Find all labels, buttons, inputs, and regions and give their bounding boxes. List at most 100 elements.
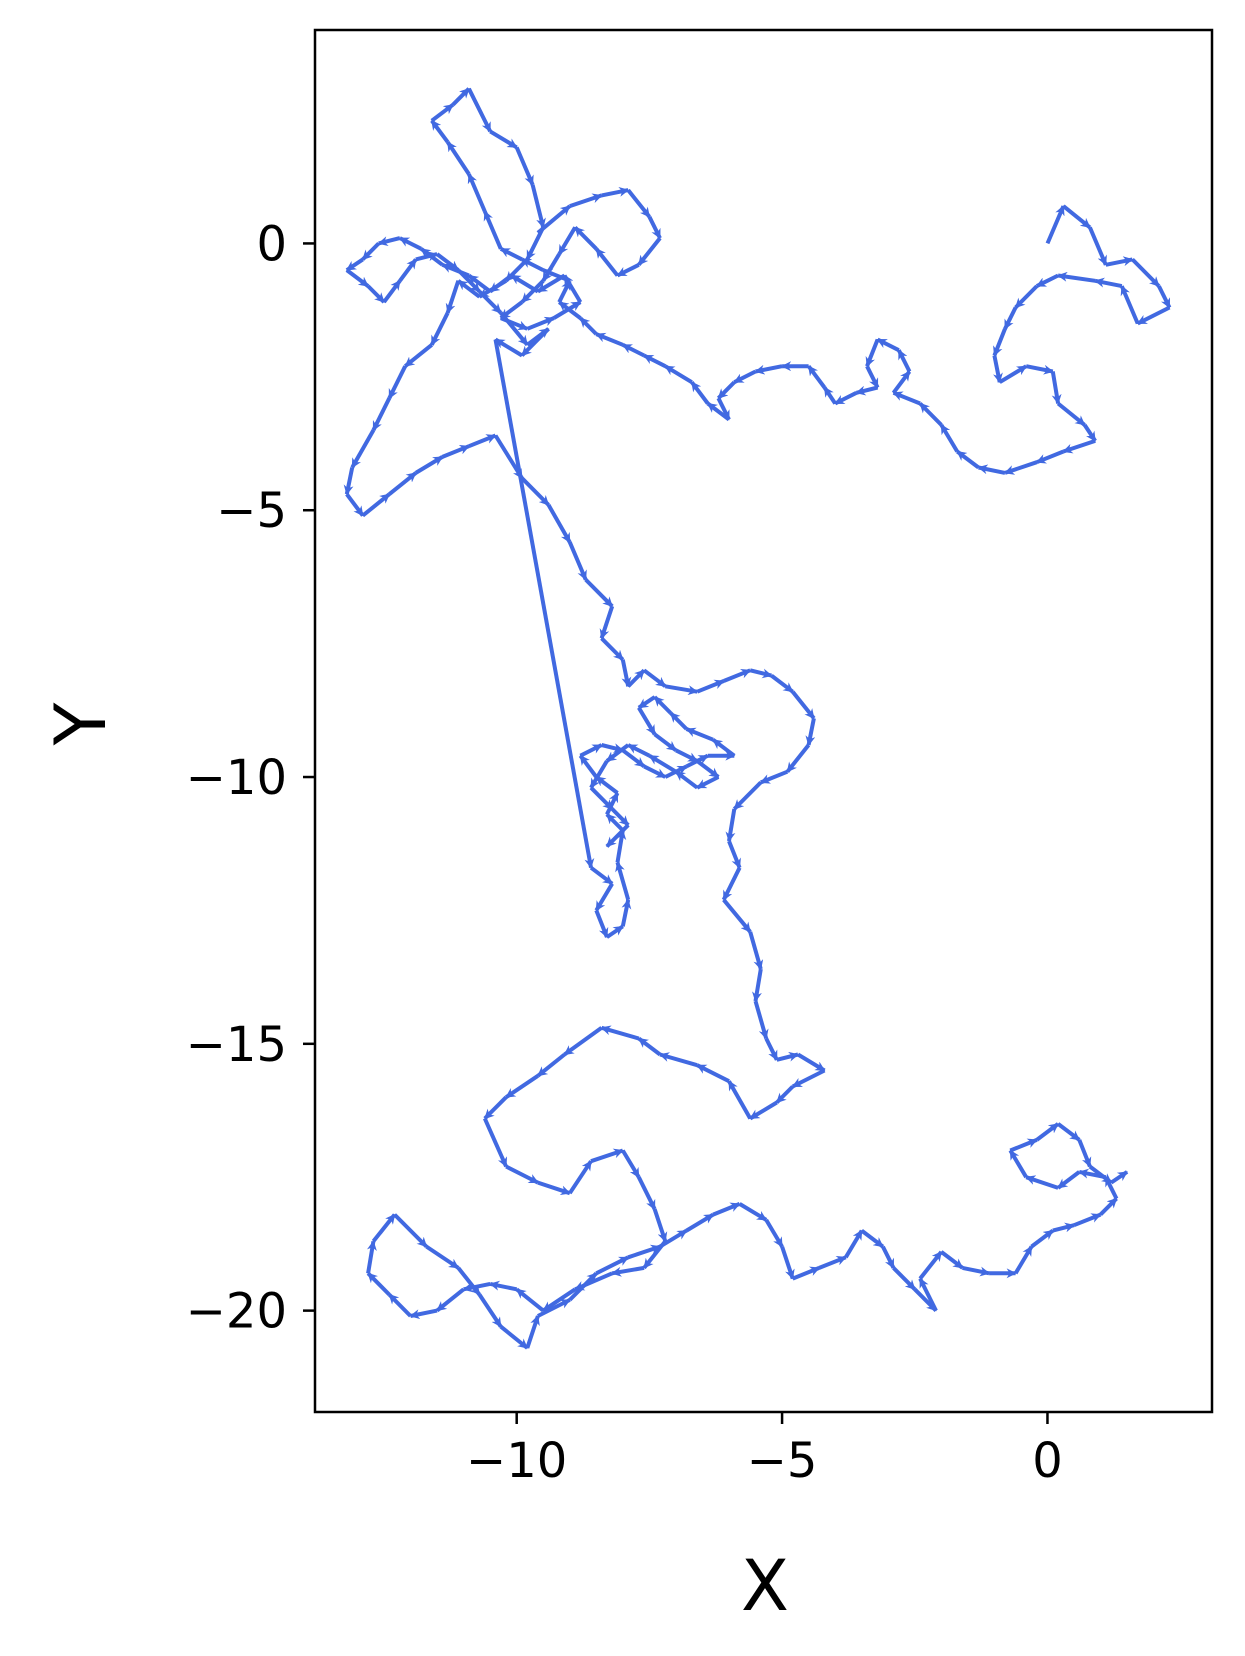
arrow-0-148 bbox=[499, 1325, 529, 1350]
arrow-1-63 bbox=[637, 706, 657, 736]
arrow-0-16 bbox=[1025, 364, 1054, 375]
arrow-0-155 bbox=[685, 1212, 715, 1233]
arrow-0-17 bbox=[1050, 371, 1062, 405]
arrow-0-169 bbox=[940, 1250, 964, 1270]
arrow-0-71 bbox=[387, 365, 407, 400]
arrow-0-59 bbox=[451, 87, 471, 107]
arrow-0-138 bbox=[435, 1287, 465, 1313]
arrow-0-147 bbox=[477, 1293, 503, 1328]
arrow-0-110 bbox=[796, 1052, 826, 1073]
arrow-0-87 bbox=[600, 636, 625, 662]
arrow-0-44 bbox=[664, 364, 693, 384]
arrow-1-47 bbox=[605, 812, 625, 832]
arrow-1-1 bbox=[569, 193, 603, 208]
arrow-0-167 bbox=[918, 1277, 938, 1312]
arrow-0-132 bbox=[611, 1265, 645, 1277]
arrow-1-15 bbox=[552, 300, 582, 320]
arrow-1-19 bbox=[488, 273, 513, 294]
arrow-0-30 bbox=[876, 337, 900, 352]
arrow-0-11 bbox=[1014, 284, 1039, 309]
arrow-1-59 bbox=[685, 727, 714, 742]
arrow-1-2 bbox=[601, 186, 630, 198]
arrow-0-88 bbox=[620, 659, 632, 688]
arrow-0-75 bbox=[345, 493, 365, 517]
arrow-0-56 bbox=[446, 140, 471, 176]
arrow-0-164 bbox=[881, 1245, 896, 1269]
arrow-1-53 bbox=[621, 748, 646, 768]
arrow-0-118 bbox=[600, 1025, 640, 1041]
arrow-0-77 bbox=[388, 471, 418, 496]
arrow-1-27 bbox=[345, 268, 370, 288]
arrow-1-9 bbox=[557, 226, 577, 256]
arrow-0-38 bbox=[754, 364, 783, 375]
arrow-0-55 bbox=[467, 173, 487, 213]
arrow-0-128 bbox=[621, 1149, 641, 1179]
plot-frame bbox=[313, 28, 1214, 1414]
arrow-0-36 bbox=[806, 365, 827, 389]
arrow-0-145 bbox=[425, 1244, 460, 1270]
arrow-0-174 bbox=[1052, 1222, 1075, 1233]
arrow-1-51 bbox=[579, 743, 603, 758]
arrow-0-144 bbox=[393, 1213, 428, 1249]
arrow-0-143 bbox=[371, 1213, 397, 1243]
y-tick-label: −5 bbox=[216, 483, 287, 539]
arrow-0-73 bbox=[350, 429, 376, 469]
arrow-0-106 bbox=[752, 968, 763, 1003]
arrow-0-119 bbox=[563, 1026, 603, 1057]
arrow-0-170 bbox=[962, 1265, 991, 1277]
arrow-0-53 bbox=[499, 247, 523, 262]
arrow-0-18 bbox=[1056, 401, 1086, 427]
arrow-0-156 bbox=[712, 1202, 741, 1217]
arrow-0-104 bbox=[722, 898, 752, 934]
arrow-1-8 bbox=[573, 225, 598, 251]
arrow-0-151 bbox=[568, 1271, 598, 1302]
arrow-1-33 bbox=[456, 268, 481, 293]
arrow-0-142 bbox=[366, 1240, 377, 1274]
arrow-0-185 bbox=[1077, 1139, 1092, 1168]
arrow-0-127 bbox=[590, 1148, 624, 1164]
arrow-1-32 bbox=[435, 252, 460, 272]
arrow-1-43 bbox=[605, 924, 624, 939]
arrow-0-126 bbox=[568, 1160, 593, 1195]
arrow-0-69 bbox=[430, 311, 450, 346]
arrow-0-165 bbox=[892, 1266, 917, 1291]
arrow-1-74 bbox=[610, 807, 630, 827]
arrow-1-69 bbox=[648, 753, 677, 774]
arrow-0-150 bbox=[536, 1298, 571, 1318]
arrow-0-60 bbox=[467, 87, 492, 133]
arrow-0-100 bbox=[732, 780, 763, 811]
arrow-0-91 bbox=[664, 684, 699, 696]
arrow-0-14 bbox=[992, 355, 1003, 384]
arrow-0-1 bbox=[1062, 204, 1092, 229]
arrow-0-5 bbox=[1157, 285, 1172, 309]
arrow-0-42 bbox=[706, 401, 731, 422]
arrow-0-108 bbox=[764, 1037, 779, 1061]
arrow-0-120 bbox=[536, 1052, 566, 1078]
arrow-0-114 bbox=[727, 1080, 752, 1120]
arrow-0-76 bbox=[361, 492, 391, 518]
arrow-0-29 bbox=[897, 349, 912, 373]
arrow-0-140 bbox=[387, 1293, 412, 1318]
arrow-0-80 bbox=[468, 433, 497, 449]
arrow-1-73 bbox=[589, 786, 614, 811]
arrow-0-153 bbox=[627, 1244, 661, 1260]
arrow-1-17 bbox=[536, 273, 566, 294]
arrow-0-63 bbox=[530, 184, 546, 229]
arrow-1-16 bbox=[562, 274, 583, 304]
arrow-0-58 bbox=[430, 103, 455, 123]
arrow-1-45 bbox=[615, 861, 631, 901]
arrow-0-187 bbox=[1110, 1170, 1129, 1185]
arrow-1-42 bbox=[594, 909, 609, 939]
arrow-0-86 bbox=[599, 605, 615, 640]
arrow-1-68 bbox=[674, 770, 699, 790]
arrow-1-29 bbox=[382, 279, 402, 304]
arrow-0-26 bbox=[918, 402, 943, 427]
arrow-0-98 bbox=[785, 743, 811, 773]
arrow-0-163 bbox=[860, 1229, 885, 1249]
arrow-1-40 bbox=[589, 866, 614, 886]
arrow-0-117 bbox=[637, 1036, 662, 1057]
arrow-0-62 bbox=[514, 146, 535, 186]
arrow-0-161 bbox=[818, 1255, 847, 1270]
x-tick-label: 0 bbox=[1032, 1433, 1063, 1489]
